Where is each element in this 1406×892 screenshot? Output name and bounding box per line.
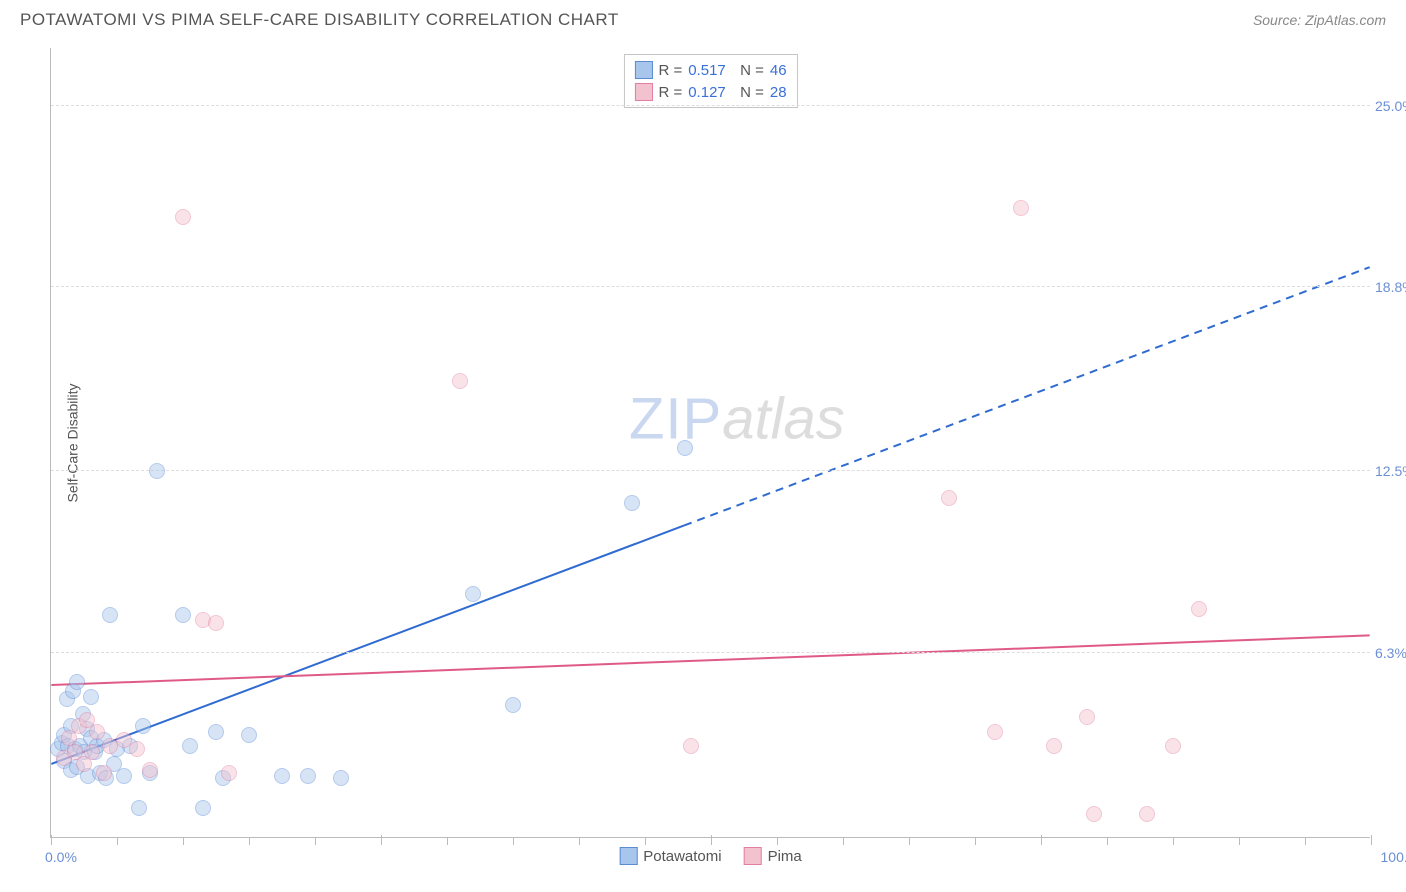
correlation-legend: R = 0.517 N = 46R = 0.127 N = 28 — [623, 54, 797, 108]
data-point — [96, 765, 112, 781]
x-axis-max-label: 100.0% — [1381, 849, 1406, 865]
x-tick — [51, 835, 52, 845]
data-point — [274, 768, 290, 784]
legend-n-value: 28 — [770, 84, 787, 101]
data-point — [1086, 806, 1102, 822]
y-tick-label: 25.0% — [1375, 98, 1406, 114]
x-tick-minor — [1305, 837, 1306, 845]
data-point — [333, 770, 349, 786]
data-point — [1165, 738, 1181, 754]
x-tick-minor — [249, 837, 250, 845]
x-tick — [711, 835, 712, 845]
watermark: ZIPatlas — [629, 385, 845, 452]
x-tick-minor — [1173, 837, 1174, 845]
data-point — [1013, 200, 1029, 216]
legend-swatch — [619, 847, 637, 865]
legend-item: Pima — [744, 847, 802, 865]
data-point — [987, 724, 1003, 740]
x-tick-minor — [183, 837, 184, 845]
x-tick-minor — [315, 837, 316, 845]
data-point — [195, 800, 211, 816]
legend-n-label: N = — [732, 62, 764, 79]
x-tick-minor — [843, 837, 844, 845]
x-tick — [1371, 835, 1372, 845]
data-point — [1191, 601, 1207, 617]
data-point — [116, 768, 132, 784]
legend-label: Pima — [768, 848, 802, 865]
legend-swatch — [744, 847, 762, 865]
y-tick-label: 18.8% — [1375, 279, 1406, 295]
x-tick — [381, 835, 382, 845]
data-point — [142, 762, 158, 778]
gridline — [51, 105, 1370, 106]
data-point — [131, 800, 147, 816]
scatter-chart: Self-Care Disability ZIPatlas R = 0.517 … — [50, 48, 1370, 838]
x-tick-minor — [777, 837, 778, 845]
data-point — [300, 768, 316, 784]
x-axis-min-label: 0.0% — [45, 849, 77, 865]
legend-r-value: 0.517 — [688, 62, 726, 79]
data-point — [677, 440, 693, 456]
gridline — [51, 470, 1370, 471]
data-point — [149, 463, 165, 479]
data-point — [175, 209, 191, 225]
y-axis-label: Self-Care Disability — [65, 383, 81, 502]
data-point — [1046, 738, 1062, 754]
data-point — [221, 765, 237, 781]
legend-row: R = 0.127 N = 28 — [634, 81, 786, 103]
chart-source: Source: ZipAtlas.com — [1253, 12, 1386, 28]
data-point — [683, 738, 699, 754]
x-tick-minor — [513, 837, 514, 845]
data-point — [941, 490, 957, 506]
data-point — [208, 615, 224, 631]
data-point — [505, 697, 521, 713]
data-point — [89, 724, 105, 740]
legend-r-value: 0.127 — [688, 84, 726, 101]
data-point — [175, 607, 191, 623]
data-point — [129, 741, 145, 757]
trend-lines — [51, 48, 1370, 837]
data-point — [1139, 806, 1155, 822]
data-point — [69, 674, 85, 690]
x-tick-minor — [1239, 837, 1240, 845]
chart-title: POTAWATOMI VS PIMA SELF-CARE DISABILITY … — [20, 10, 619, 30]
data-point — [84, 744, 100, 760]
data-point — [452, 373, 468, 389]
x-tick-minor — [447, 837, 448, 845]
data-point — [83, 689, 99, 705]
gridline — [51, 286, 1370, 287]
chart-header: POTAWATOMI VS PIMA SELF-CARE DISABILITY … — [0, 0, 1406, 38]
data-point — [465, 586, 481, 602]
x-tick-minor — [909, 837, 910, 845]
legend-row: R = 0.517 N = 46 — [634, 59, 786, 81]
y-tick-label: 6.3% — [1375, 645, 1406, 661]
x-tick-minor — [1107, 837, 1108, 845]
legend-label: Potawatomi — [643, 848, 721, 865]
series-legend: Potawatomi Pima — [619, 847, 802, 865]
gridline — [51, 652, 1370, 653]
data-point — [208, 724, 224, 740]
x-tick-minor — [117, 837, 118, 845]
data-point — [624, 495, 640, 511]
legend-n-label: N = — [732, 84, 764, 101]
data-point — [241, 727, 257, 743]
data-point — [1079, 709, 1095, 725]
data-point — [135, 718, 151, 734]
legend-swatch — [634, 83, 652, 101]
x-tick-minor — [975, 837, 976, 845]
x-tick-minor — [579, 837, 580, 845]
data-point — [182, 738, 198, 754]
legend-r-label: R = — [658, 84, 682, 101]
legend-r-label: R = — [658, 62, 682, 79]
x-tick-minor — [645, 837, 646, 845]
data-point — [102, 607, 118, 623]
x-tick — [1041, 835, 1042, 845]
legend-item: Potawatomi — [619, 847, 721, 865]
legend-n-value: 46 — [770, 62, 787, 79]
legend-swatch — [634, 61, 652, 79]
y-tick-label: 12.5% — [1375, 463, 1406, 479]
